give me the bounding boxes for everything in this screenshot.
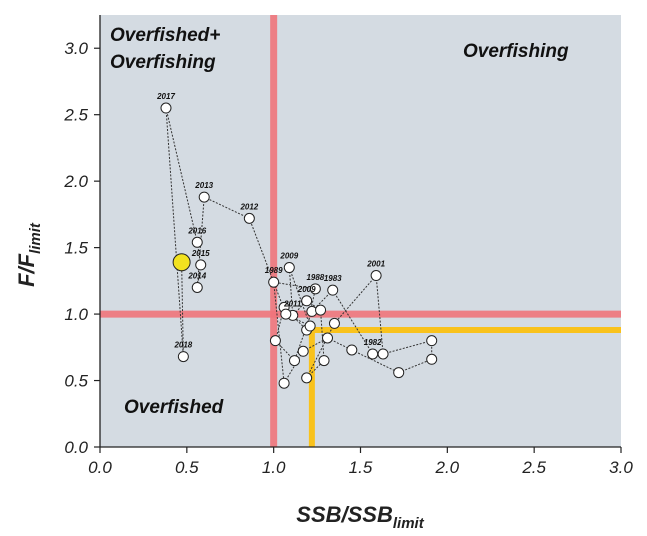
year-label: 2009 bbox=[279, 252, 298, 261]
data-point bbox=[377, 348, 389, 360]
trajectory-segment bbox=[288, 267, 294, 316]
data-point bbox=[309, 283, 321, 295]
trajectory-segment bbox=[165, 108, 184, 357]
trajectory-segment bbox=[306, 323, 335, 379]
data-point bbox=[301, 295, 313, 307]
x-axis-title: SSB/SSBlimit bbox=[296, 502, 424, 532]
year-label: 2009 bbox=[297, 285, 316, 294]
year-label: 2013 bbox=[194, 181, 213, 190]
region-label-overfishing: Overfishing bbox=[463, 41, 569, 62]
data-point bbox=[426, 335, 438, 347]
data-point bbox=[393, 367, 405, 379]
data-point bbox=[370, 270, 382, 282]
year-label: 2018 bbox=[173, 341, 192, 350]
x-axis-ticks: 0.0 0.5 1.0 1.5 2.0 2.5 3.0 bbox=[88, 447, 633, 477]
data-point bbox=[367, 348, 379, 360]
data-point bbox=[318, 355, 330, 367]
y-tick-label: 0.5 bbox=[64, 372, 88, 391]
year-label: 2001 bbox=[366, 260, 385, 269]
trajectory-segment bbox=[382, 340, 432, 355]
region-label-overfished-overfishing-line2: Overfishing bbox=[110, 52, 216, 73]
year-label: 1989 bbox=[265, 266, 283, 275]
y-axis-title-subscript: limit bbox=[27, 222, 44, 254]
y-tick-label: 0.0 bbox=[64, 438, 88, 457]
trajectory-segment bbox=[273, 282, 285, 384]
year-label: 2012 bbox=[239, 202, 258, 211]
data-point bbox=[269, 335, 281, 347]
data-point bbox=[304, 320, 316, 332]
x-tick-label: 1.0 bbox=[262, 458, 286, 477]
trajectory-segment bbox=[283, 351, 304, 384]
data-point bbox=[346, 344, 358, 356]
data-point bbox=[301, 372, 313, 384]
x-tick-label: 2.5 bbox=[521, 458, 546, 477]
current-year-point bbox=[172, 253, 191, 272]
data-point bbox=[322, 332, 334, 344]
trajectory-segment bbox=[248, 218, 287, 315]
region-label-overfished-overfishing-line1: Overfished+ bbox=[110, 25, 220, 46]
data-point bbox=[426, 353, 438, 365]
trajectory-segment bbox=[181, 262, 184, 357]
x-tick-label: 3.0 bbox=[609, 458, 633, 477]
year-label: 1988 bbox=[306, 273, 324, 282]
x-axis-title-subscript: limit bbox=[393, 515, 425, 532]
data-point bbox=[191, 236, 203, 248]
data-point bbox=[191, 281, 203, 293]
year-label: 1982 bbox=[364, 338, 382, 347]
y-tick-label: 2.0 bbox=[63, 172, 88, 191]
target-reference-lines bbox=[308, 327, 621, 447]
limit-reference-lines bbox=[100, 15, 621, 447]
trajectory-segment bbox=[196, 197, 205, 288]
x-tick-label: 2.0 bbox=[435, 458, 460, 477]
x-tick-label: 1.5 bbox=[349, 458, 373, 477]
data-point bbox=[327, 284, 339, 296]
data-point bbox=[328, 317, 340, 329]
trajectory-segment bbox=[306, 300, 321, 311]
y-tick-label: 3.0 bbox=[64, 39, 88, 58]
data-point bbox=[198, 191, 210, 203]
year-label: 2015 bbox=[191, 249, 210, 258]
data-point bbox=[268, 276, 280, 288]
plot-area-background bbox=[100, 15, 621, 447]
y-axis-title: F/Flimit bbox=[14, 222, 44, 287]
data-point bbox=[289, 355, 301, 367]
year-label: 2016 bbox=[187, 226, 206, 235]
y-tick-label: 1.0 bbox=[64, 305, 88, 324]
x-tick-label: 0.5 bbox=[175, 458, 199, 477]
y-tick-label: 1.5 bbox=[64, 239, 88, 258]
y-tick-label: 2.5 bbox=[63, 106, 88, 125]
data-points bbox=[160, 102, 438, 389]
trajectory-segment bbox=[375, 275, 384, 354]
trajectory-segment bbox=[320, 310, 325, 361]
data-point bbox=[160, 102, 172, 114]
region-label-overfished: Overfished bbox=[124, 397, 224, 418]
data-point bbox=[280, 308, 292, 320]
data-point bbox=[297, 345, 309, 357]
data-point bbox=[278, 377, 290, 389]
trajectory-segment bbox=[334, 275, 377, 324]
trajectory-segment bbox=[203, 196, 250, 219]
trajectory-segment bbox=[273, 281, 316, 290]
y-axis-ticks: 0.0 0.5 1.0 1.5 2.0 2.5 3.0 bbox=[63, 39, 100, 457]
data-point bbox=[315, 304, 327, 316]
trajectory-segment bbox=[398, 358, 432, 374]
trajectory-segment bbox=[351, 349, 399, 374]
x-axis-title-main: SSB/SSB bbox=[296, 502, 393, 527]
year-label: 2017 bbox=[156, 92, 175, 101]
y-axis-title-main: F/F bbox=[14, 253, 39, 287]
x-tick-label: 0.0 bbox=[88, 458, 112, 477]
trajectory-segment bbox=[165, 107, 198, 243]
data-point bbox=[243, 212, 255, 224]
data-point bbox=[195, 259, 207, 271]
year-label: 2011 bbox=[283, 299, 302, 308]
data-point bbox=[177, 351, 189, 363]
year-label: 1983 bbox=[324, 274, 342, 283]
data-point bbox=[283, 262, 295, 274]
year-label: 2014 bbox=[187, 271, 206, 280]
